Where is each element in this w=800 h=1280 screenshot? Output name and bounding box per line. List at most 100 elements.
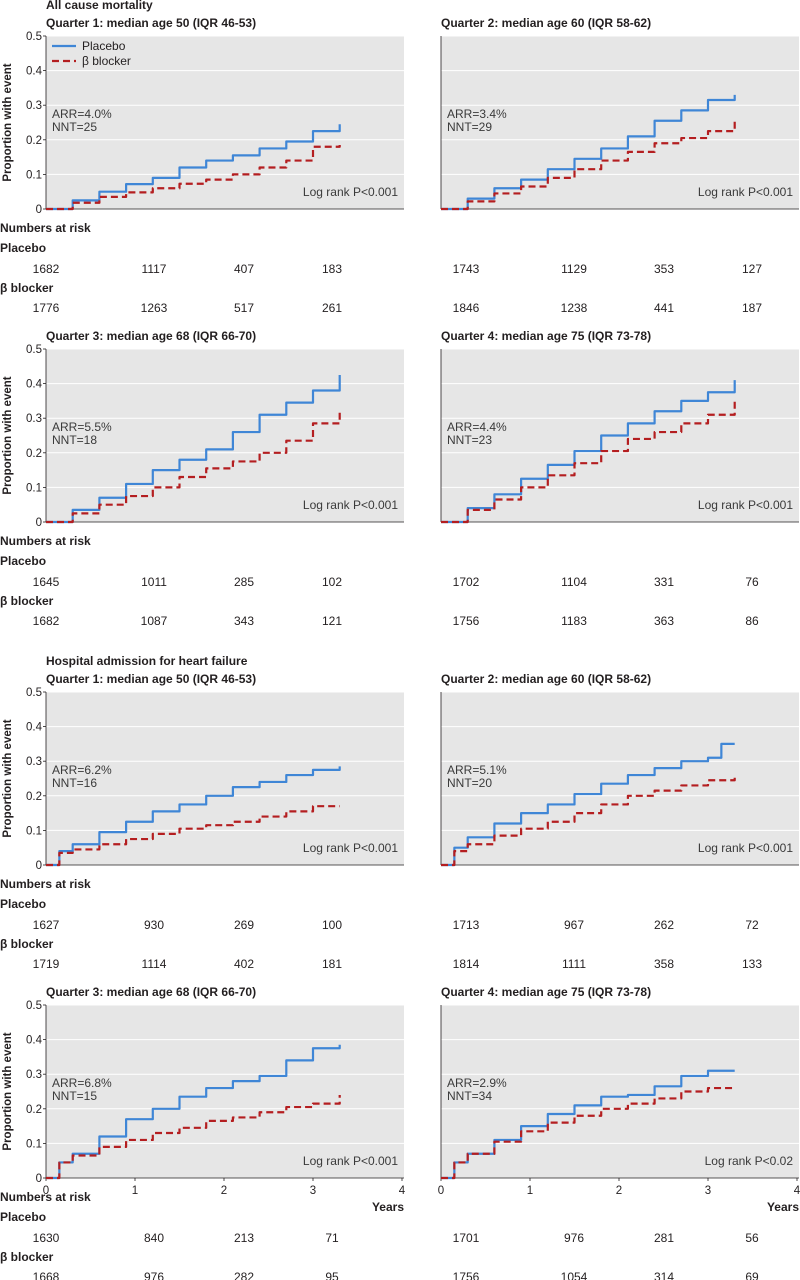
series-line-bblocker bbox=[46, 409, 341, 524]
panel-5: Quarter 1: median age 50 (IQR 46-53) 0 0.1… bbox=[0, 672, 404, 971]
risk-value-bblocker: 1111 bbox=[562, 957, 586, 971]
risk-value-bblocker: 282 bbox=[234, 1270, 254, 1280]
risk-value-placebo: 1129 bbox=[561, 262, 587, 276]
section-title-heart-failure: Hospital admission for heart failure bbox=[46, 654, 248, 668]
risk-row-label-placebo: Placebo bbox=[0, 1210, 46, 1224]
risk-value-bblocker: 95 bbox=[325, 1270, 339, 1280]
risk-value-bblocker: 976 bbox=[144, 1270, 164, 1280]
panel-title: Quarter 3: median age 68 (IQR 66-70) bbox=[46, 329, 256, 343]
risk-value-placebo: 183 bbox=[322, 262, 342, 276]
panel-2: Quarter 2: median age 60 (IQR 58-62) ARR=… bbox=[440, 16, 799, 315]
x-tick-label: 2 bbox=[616, 1185, 622, 1197]
log-rank-annotation: Log rank P<0.001 bbox=[698, 498, 793, 512]
risk-value-placebo: 1627 bbox=[33, 918, 60, 932]
plot-area bbox=[46, 36, 404, 209]
risk-value-placebo: 1702 bbox=[453, 575, 480, 589]
y-tick-label: 0.1 bbox=[26, 1138, 42, 1150]
risk-value-placebo: 71 bbox=[325, 1231, 339, 1245]
y-tick-label: 0.4 bbox=[26, 379, 43, 391]
plot-area bbox=[46, 1005, 404, 1178]
section-title-mortality: All cause mortality bbox=[46, 0, 153, 12]
risk-value-placebo: 331 bbox=[654, 575, 674, 589]
y-axis-label: Proportion with event bbox=[2, 63, 14, 181]
y-tick-label: 0 bbox=[36, 860, 42, 872]
risk-value-bblocker: 133 bbox=[742, 957, 762, 971]
y-tick-label: 0.1 bbox=[26, 169, 42, 181]
risk-value-placebo: 1011 bbox=[141, 575, 167, 589]
risk-value-placebo: 1682 bbox=[33, 262, 60, 276]
y-tick-label: 0.1 bbox=[26, 482, 42, 494]
x-tick-label: 0 bbox=[438, 1185, 444, 1197]
risk-value-placebo: 840 bbox=[144, 1231, 164, 1245]
series-line-placebo bbox=[441, 94, 736, 211]
x-tick-label: 3 bbox=[705, 1185, 711, 1197]
risk-value-bblocker: 358 bbox=[654, 957, 674, 971]
risk-value-bblocker: 69 bbox=[745, 1270, 759, 1280]
risk-value-placebo: 127 bbox=[742, 262, 762, 276]
y-tick-label: 0.4 bbox=[26, 1035, 43, 1047]
series-line-bblocker bbox=[441, 1086, 735, 1180]
y-tick-label: 0.3 bbox=[26, 100, 42, 112]
series-line-placebo bbox=[46, 124, 341, 211]
risk-value-bblocker: 1756 bbox=[453, 1270, 480, 1280]
y-tick-label: 0.3 bbox=[26, 756, 42, 768]
nnt-annotation: NNT=15 bbox=[52, 1089, 97, 1103]
plot-area bbox=[46, 349, 404, 522]
arr-annotation: ARR=6.8% bbox=[52, 1076, 112, 1090]
risk-value-placebo: 72 bbox=[745, 918, 759, 932]
nnt-annotation: NNT=20 bbox=[447, 776, 492, 790]
nnt-annotation: NNT=34 bbox=[447, 1089, 492, 1103]
arr-annotation: ARR=5.1% bbox=[447, 763, 507, 777]
nnt-annotation: NNT=25 bbox=[52, 120, 97, 134]
numbers-at-risk-label: Numbers at risk bbox=[0, 534, 91, 548]
x-tick-label: 0 bbox=[43, 1185, 49, 1197]
risk-value-bblocker: 1114 bbox=[142, 957, 167, 971]
risk-row-label-bblocker: β blocker bbox=[0, 594, 54, 608]
panel-title: Quarter 2: median age 60 (IQR 58-62) bbox=[441, 672, 651, 686]
panel-7: Quarter 3: median age 68 (IQR 66-70) 0 0.1… bbox=[0, 985, 406, 1280]
numbers-at-risk-label: Numbers at risk bbox=[0, 1190, 91, 1204]
panels: Quarter 1: median age 50 (IQR 46-53) 0 0.1… bbox=[0, 16, 800, 1280]
panel-6: Quarter 2: median age 60 (IQR 58-62) ARR=… bbox=[440, 672, 799, 971]
risk-value-bblocker: 343 bbox=[234, 614, 254, 628]
risk-value-placebo: 407 bbox=[234, 262, 254, 276]
nnt-annotation: NNT=16 bbox=[52, 776, 97, 790]
series-line-placebo bbox=[441, 742, 735, 867]
panel-title: Quarter 2: median age 60 (IQR 58-62) bbox=[441, 16, 651, 30]
risk-value-bblocker: 1719 bbox=[33, 957, 60, 971]
series-line-bblocker bbox=[441, 399, 736, 524]
series-line-placebo bbox=[46, 766, 341, 867]
risk-value-bblocker: 1776 bbox=[33, 301, 60, 315]
y-axis-label: Proportion with event bbox=[2, 376, 14, 494]
risk-value-bblocker: 1846 bbox=[453, 301, 480, 315]
plot-area bbox=[46, 692, 404, 865]
y-tick-label: 0.2 bbox=[26, 448, 42, 460]
risk-value-bblocker: 1263 bbox=[141, 301, 168, 315]
panel-title: Quarter 4: median age 75 (IQR 73-78) bbox=[441, 329, 651, 343]
plot-area bbox=[441, 1005, 799, 1178]
risk-value-bblocker: 402 bbox=[234, 957, 254, 971]
panel-title: Quarter 4: median age 75 (IQR 73-78) bbox=[441, 985, 651, 999]
risk-value-bblocker: 1682 bbox=[33, 614, 60, 628]
risk-value-placebo: 353 bbox=[654, 262, 674, 276]
log-rank-annotation: Log rank P<0.001 bbox=[698, 841, 793, 855]
risk-value-placebo: 1701 bbox=[453, 1231, 480, 1245]
y-tick-label: 0.2 bbox=[26, 135, 42, 147]
arr-annotation: ARR=2.9% bbox=[447, 1076, 507, 1090]
arr-annotation: ARR=3.4% bbox=[447, 107, 507, 121]
risk-value-placebo: 76 bbox=[745, 575, 759, 589]
y-tick-label: 0.2 bbox=[26, 791, 42, 803]
y-tick-label: 0.4 bbox=[26, 66, 43, 78]
risk-value-bblocker: 1668 bbox=[33, 1270, 60, 1280]
y-axis-label: Proportion with event bbox=[2, 1032, 14, 1150]
risk-value-placebo: 976 bbox=[564, 1231, 584, 1245]
risk-value-placebo: 102 bbox=[322, 575, 342, 589]
series-line-bblocker bbox=[441, 120, 736, 211]
risk-value-bblocker: 363 bbox=[654, 614, 674, 628]
risk-value-bblocker: 314 bbox=[654, 1270, 674, 1280]
risk-value-placebo: 1645 bbox=[33, 575, 60, 589]
y-tick-label: 0.3 bbox=[26, 413, 42, 425]
nnt-annotation: NNT=18 bbox=[52, 433, 97, 447]
y-tick-label: 0.5 bbox=[26, 31, 42, 43]
